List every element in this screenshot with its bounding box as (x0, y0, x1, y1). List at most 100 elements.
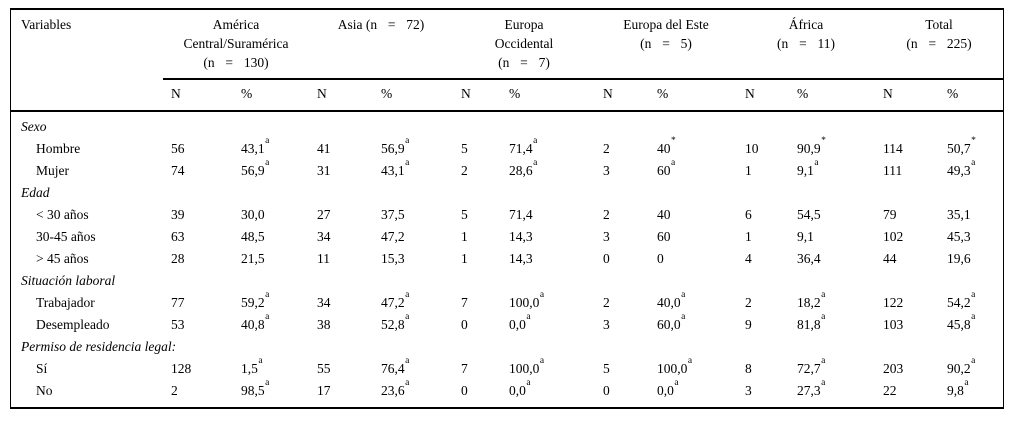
n-cell: 2 (603, 207, 610, 222)
n-column-header-3: N (595, 79, 650, 112)
n-cell: 111 (883, 163, 903, 178)
n-cell: 0 (461, 317, 468, 332)
n-cell: 9 (745, 317, 752, 332)
row-label: No (36, 383, 53, 398)
percent-cell: 18,2a (797, 289, 826, 310)
group-header-4: África (n = 11) (737, 10, 876, 80)
significance-superscript: * (671, 135, 676, 146)
percent-cell: 35,1 (947, 207, 971, 222)
percent-cell: 9,1a (797, 157, 819, 178)
group-header-0: América Central/Suramérica (n = 130) (163, 10, 309, 80)
group-name: Asia (337, 17, 366, 32)
group-header-1: Asia (n = 72) (309, 10, 453, 80)
percent-cell: 50,7* (947, 135, 976, 156)
group-name: América (212, 17, 260, 32)
percent-cell: 36,4 (797, 251, 821, 266)
percent-cell: 0,0a (657, 377, 679, 398)
group-name: Central/Suramérica (183, 36, 289, 51)
percent-cell: 90,2a (947, 355, 976, 376)
section-row: Sexo (11, 111, 1003, 138)
percent-cell: 60,0a (657, 311, 686, 332)
data-row: Trabajador 77 59,2a 34 47,2a 7 100,0a 2 40,0a 2 18… (11, 289, 1003, 314)
section-label: Situación laboral (21, 273, 116, 288)
group-name: Occidental (494, 36, 554, 51)
significance-superscript: a (821, 289, 826, 300)
percent-cell: 40 (657, 207, 671, 222)
percent-cell: 21,5 (241, 251, 265, 266)
percent-cell: 100,0a (509, 355, 545, 376)
significance-superscript: a (814, 157, 819, 168)
n-cell: 53 (171, 317, 185, 332)
data-row: > 45 años 28 21,5 11 15,3 1 14,3 0 0 4 36,4 44 19,6 (11, 248, 1003, 270)
n-cell: 3 (745, 383, 752, 398)
significance-superscript: a (971, 157, 976, 168)
n-cell: 2 (171, 383, 178, 398)
n-cell: 79 (883, 207, 897, 222)
significance-superscript: a (671, 157, 676, 168)
percent-cell: 98,5a (241, 377, 270, 398)
group-n-count: (n = 130) (203, 55, 269, 70)
significance-superscript: a (533, 135, 538, 146)
data-row: 30-45 años 63 48,5 34 47,2 1 14,3 3 60 1 9,1 102 45,… (11, 226, 1003, 248)
percent-cell: 43,1a (381, 157, 410, 178)
significance-superscript: a (971, 289, 976, 300)
significance-superscript: a (265, 135, 270, 146)
section-label: Edad (21, 185, 50, 200)
percent-cell: 47,2 (381, 229, 405, 244)
n-cell: 8 (745, 361, 752, 376)
percent-cell: 0,0a (509, 311, 531, 332)
percent-cell: 9,1 (797, 229, 814, 244)
n-column-header-0: N (163, 79, 233, 112)
n-cell: 2 (603, 295, 610, 310)
n-cell: 39 (171, 207, 185, 222)
significance-superscript: a (265, 377, 270, 388)
n-cell: 0 (603, 383, 610, 398)
table-body: Sexo Hombre 56 43,1a 41 56,9a 5 71,4a 2 40* 10 90,9… (11, 111, 1003, 407)
percent-cell: 28,6a (509, 157, 538, 178)
significance-superscript: a (687, 355, 693, 366)
percent-cell: 43,1a (241, 135, 270, 156)
row-label: Sí (36, 361, 48, 376)
n-percent-header-row: N% N% N% N% N% N% (11, 79, 1003, 112)
section-label: Permiso de residencia legal: (21, 339, 177, 354)
n-cell: 38 (317, 317, 331, 332)
n-cell: 27 (317, 207, 331, 222)
percent-cell: 27,3a (797, 377, 826, 398)
percent-column-header-3: % (649, 79, 738, 112)
percent-cell: 15,3 (381, 251, 405, 266)
percent-cell: 40* (657, 135, 676, 156)
group-header-3: Europa del Este (n = 5) (595, 10, 738, 80)
percent-cell: 56,9a (381, 135, 410, 156)
group-name: Total (925, 17, 953, 32)
n-cell: 77 (171, 295, 185, 310)
group-n-count: (n = 7) (498, 55, 550, 70)
percent-cell: 47,2a (381, 289, 410, 310)
significance-superscript: a (681, 311, 686, 322)
percent-cell: 1,5a (241, 355, 263, 376)
significance-superscript: a (526, 311, 531, 322)
significance-superscript: a (265, 311, 270, 322)
row-label: Hombre (36, 141, 81, 156)
percent-cell: 90,9* (797, 135, 826, 156)
significance-superscript: a (971, 311, 976, 322)
n-cell: 1 (745, 229, 752, 244)
group-header-row: Variables América Central/Suramérica (n = 1… (11, 10, 1003, 112)
percent-cell: 37,5 (381, 207, 405, 222)
percent-cell: 60a (657, 157, 676, 178)
n-cell: 31 (317, 163, 331, 178)
n-cell: 34 (317, 229, 331, 244)
n-cell: 2 (603, 141, 610, 156)
percent-cell: 0 (657, 251, 664, 266)
group-n-count: (n = 11) (777, 36, 836, 51)
percent-cell: 14,3 (509, 251, 533, 266)
group-name: Europa (504, 17, 544, 32)
n-cell: 114 (883, 141, 903, 156)
n-cell: 22 (883, 383, 897, 398)
n-cell: 1 (461, 251, 468, 266)
n-cell: 6 (745, 207, 752, 222)
significance-superscript: a (821, 377, 826, 388)
group-name: Europa del Este (623, 17, 709, 32)
n-cell: 1 (461, 229, 468, 244)
percent-cell: 72,7a (797, 355, 826, 376)
significance-superscript: a (405, 311, 410, 322)
